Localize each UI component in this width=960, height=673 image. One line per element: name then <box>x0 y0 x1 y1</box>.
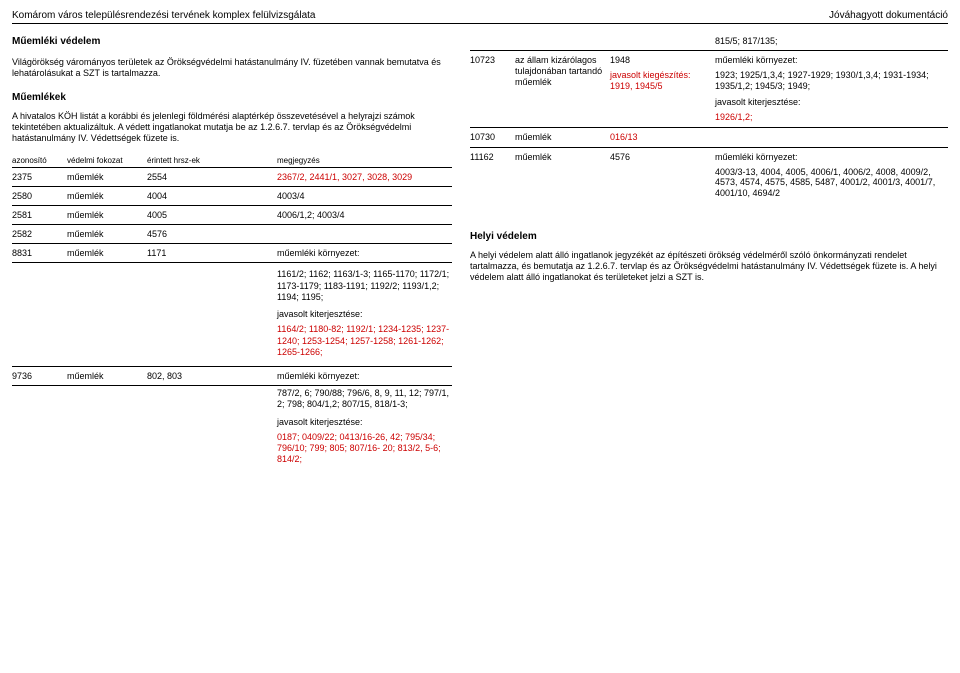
table-header-row: azonosító védelmi fokozat érintett hrsz-… <box>12 154 452 168</box>
note-label: javasolt kiterjesztése: <box>277 309 452 320</box>
cell-fokozat: az állam kizárólagos tulajdonában tartan… <box>515 55 610 87</box>
cell-hrsz: 4576 <box>147 229 277 239</box>
header-left: Komárom város településrendezési tervéne… <box>12 10 315 21</box>
cell-id: 11162 <box>470 152 515 162</box>
cell-id: 2582 <box>12 229 67 239</box>
cell-fokozat: műemlék <box>67 229 147 239</box>
cell-fokozat: műemlék <box>67 248 147 258</box>
table-row: 9736 műemlék 802, 803 műemléki környezet… <box>12 366 452 386</box>
cell-megjegyzes: műemléki környezet: <box>277 248 452 258</box>
cell-megjegyzes: műemléki környezet: 1923; 1925/1,3,4; 19… <box>715 55 948 123</box>
cell-kieg-label: javasolt kiegészítés: <box>610 70 715 81</box>
cell-hrsz: 1171 <box>147 248 277 258</box>
para-helyi-vedelem: A helyi védelem alatt álló ingatlanok je… <box>470 250 948 284</box>
table-row: 10730 műemlék 016/13 <box>470 128 948 148</box>
right-column: 815/5; 817/135; 10723 az állam kizárólag… <box>470 36 948 474</box>
cell-fokozat: műemlék <box>67 210 147 220</box>
table-row: 8831 műemlék 1171 műemléki környezet: <box>12 244 452 263</box>
header-right: Jóváhagyott dokumentáció <box>829 10 948 21</box>
cell-id: 2581 <box>12 210 67 220</box>
cell-env-list: 4003/3-13, 4004, 4005, 4006/1, 4006/2, 4… <box>715 167 948 199</box>
cell-fokozat: műemlék <box>515 152 610 163</box>
note-line-red: 0187; 0409/22; 0413/16-26, 42; 795/34; 7… <box>277 432 452 466</box>
note-line-red: 1164/2; 1180-82; 1192/1; 1234-1235; 1237… <box>277 324 452 358</box>
cell-megjegyzes: műemléki környezet: 4003/3-13, 4004, 400… <box>715 152 948 199</box>
page-header: Komárom város településrendezési tervéne… <box>12 10 948 24</box>
cell-ext-val: 1926/1,2; <box>715 112 948 123</box>
cell-id: 2580 <box>12 191 67 201</box>
table-row: 2375 műemlék 2554 2367/2, 2441/1, 3027, … <box>12 168 452 187</box>
th-megjegyzes: megjegyzés <box>277 156 452 165</box>
table-row: 10723 az állam kizárólagos tulajdonában … <box>470 50 948 128</box>
note-block-8831: 1161/2; 1162; 1163/1-3; 1165-1170; 1172/… <box>12 263 452 366</box>
table-row: 2582 műemlék 4576 <box>12 225 452 244</box>
th-vedelmi-fokozat: védelmi fokozat <box>67 156 147 165</box>
topline-815: 815/5; 817/135; <box>470 36 948 46</box>
heading-muemleki-vedelem: Műemléki védelem <box>12 36 452 47</box>
cell-hrsz: 016/13 <box>610 132 715 143</box>
cell-id: 8831 <box>12 248 67 258</box>
cell-id: 10730 <box>470 132 515 142</box>
para-vilagorokseg: Világörökség várományos területek az Örö… <box>12 57 452 80</box>
cell-fokozat: műemlék <box>67 371 147 381</box>
cell-ext-label: javasolt kiterjesztése: <box>715 97 948 108</box>
cell-megjegyzes: 4006/1,2; 4003/4 <box>277 210 452 220</box>
cell-hrsz: 802, 803 <box>147 371 277 381</box>
left-column: Műemléki védelem Világörökség várományos… <box>12 36 452 474</box>
note-block-9736: 787/2, 6; 790/88; 796/6, 8, 9, 11, 12; 7… <box>12 386 452 474</box>
heading-helyi-vedelem: Helyi védelem <box>470 231 948 242</box>
cell-hrsz: 2554 <box>147 172 277 182</box>
cell-env-label: műemléki környezet: <box>715 55 948 66</box>
cell-fokozat: műemlék <box>67 191 147 201</box>
cell-year: 1948 <box>610 55 715 66</box>
cell-hrsz: 1948 javasolt kiegészítés: 1919, 1945/5 <box>610 55 715 91</box>
cell-id: 9736 <box>12 371 67 381</box>
cell-env-label: műemléki környezet: <box>715 152 948 163</box>
cell-hrsz: 4005 <box>147 210 277 220</box>
note-label: javasolt kiterjesztése: <box>277 417 452 428</box>
cell-fokozat: műemlék <box>67 172 147 182</box>
table-row: 2580 műemlék 4004 4003/4 <box>12 187 452 206</box>
cell-hrsz: 4576 <box>610 152 715 163</box>
note-line: 787/2, 6; 790/88; 796/6, 8, 9, 11, 12; 7… <box>277 388 452 411</box>
cell-id: 2375 <box>12 172 67 182</box>
cell-megjegyzes: 4003/4 <box>277 191 452 201</box>
cell-env-list: 1923; 1925/1,3,4; 1927-1929; 1930/1,3,4;… <box>715 70 948 92</box>
cell-megjegyzes: műemléki környezet: <box>277 371 452 381</box>
cell-hrsz: 4004 <box>147 191 277 201</box>
th-azonosito: azonosító <box>12 156 67 165</box>
table-row: 11162 műemlék 4576 műemléki környezet: 4… <box>470 148 948 203</box>
th-erintett-hrsz: érintett hrsz-ek <box>147 156 277 165</box>
heading-muemlekek: Műemlékek <box>12 92 452 103</box>
cell-megjegyzes: 2367/2, 2441/1, 3027, 3028, 3029 <box>277 172 452 182</box>
cell-fokozat: műemlék <box>515 132 610 143</box>
note-line: 1161/2; 1162; 1163/1-3; 1165-1170; 1172/… <box>277 269 452 303</box>
para-koh-lista: A hivatalos KÖH listát a korábbi és jele… <box>12 111 452 145</box>
cell-id: 10723 <box>470 55 515 65</box>
content-columns: Műemléki védelem Világörökség várományos… <box>12 36 948 474</box>
table-row: 2581 műemlék 4005 4006/1,2; 4003/4 <box>12 206 452 225</box>
cell-kieg-val: 1919, 1945/5 <box>610 81 715 92</box>
